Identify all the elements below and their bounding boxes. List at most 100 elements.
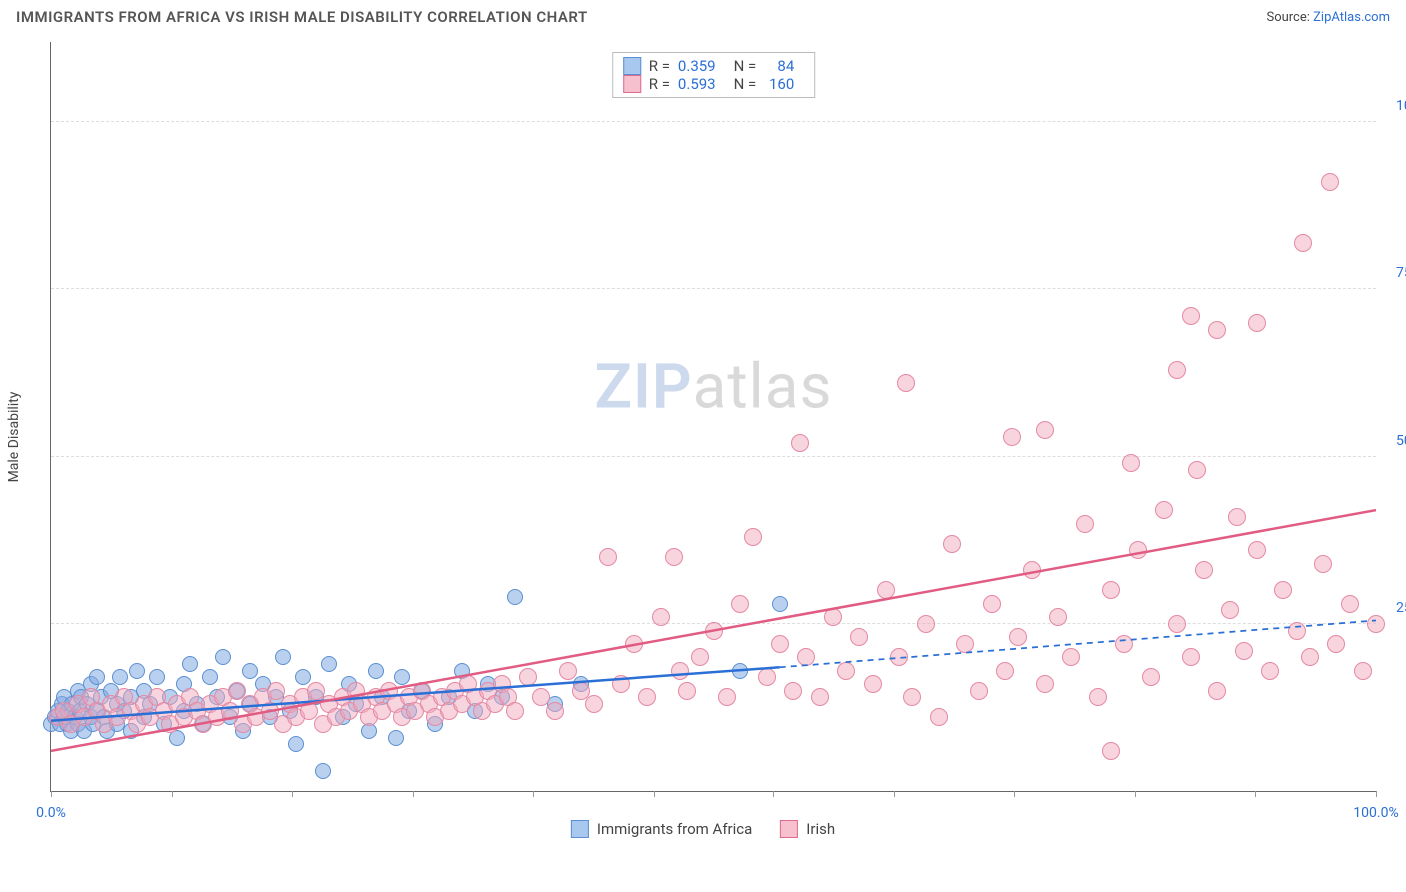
scatter-point-irish [652, 608, 670, 626]
scatter-point-irish [758, 668, 776, 686]
legend-swatch [623, 57, 641, 75]
scatter-point-irish [1188, 461, 1206, 479]
chart-container: Male Disability ZIPatlas R =0.359N =84R … [0, 32, 1406, 842]
plot-area: ZIPatlas R =0.359N =84R =0.593N =160 25.… [50, 42, 1376, 792]
scatter-point-irish [1261, 662, 1279, 680]
scatter-point-irish [638, 688, 656, 706]
trend-lines-layer [51, 42, 1376, 791]
scatter-point-africa [202, 669, 218, 685]
scatter-point-irish [1003, 428, 1021, 446]
x-tick-label: 100.0% [1353, 805, 1398, 821]
scatter-point-irish [612, 675, 630, 693]
scatter-point-irish [1049, 608, 1067, 626]
scatter-point-africa [772, 596, 788, 612]
scatter-point-irish [1182, 648, 1200, 666]
scatter-point-irish [678, 682, 696, 700]
scatter-point-irish [917, 615, 935, 633]
scatter-point-irish [811, 688, 829, 706]
scatter-point-irish [546, 702, 564, 720]
scatter-point-irish [1168, 615, 1186, 633]
scatter-point-irish [1142, 668, 1160, 686]
scatter-point-africa [507, 589, 523, 605]
scatter-point-irish [1341, 595, 1359, 613]
scatter-point-irish [943, 535, 961, 553]
scatter-point-africa [388, 730, 404, 746]
x-tick [51, 791, 52, 797]
scatter-point-irish [897, 374, 915, 392]
series-legend: Immigrants from Africa Irish [571, 820, 835, 838]
scatter-point-irish [1036, 675, 1054, 693]
scatter-point-irish [1009, 628, 1027, 646]
scatter-point-africa [321, 656, 337, 672]
scatter-point-irish [1155, 501, 1173, 519]
scatter-point-irish [996, 662, 1014, 680]
scatter-point-irish [1235, 642, 1253, 660]
scatter-point-irish [1321, 173, 1339, 191]
x-tick [1376, 791, 1377, 797]
x-tick [773, 791, 774, 797]
chart-title: IMMIGRANTS FROM AFRICA VS IRISH MALE DIS… [16, 8, 588, 26]
x-tick [172, 791, 173, 797]
scatter-point-irish [1182, 307, 1200, 325]
y-tick-label: 25.0% [1382, 600, 1406, 616]
scatter-point-irish [837, 662, 855, 680]
scatter-point-irish [691, 648, 709, 666]
scatter-point-irish [1122, 454, 1140, 472]
legend-r-value: 0.593 [678, 75, 716, 93]
scatter-point-irish [850, 628, 868, 646]
legend-r-value: 0.359 [678, 57, 716, 75]
gridline-h [51, 121, 1376, 122]
source-link[interactable]: ZipAtlas.com [1313, 10, 1390, 25]
scatter-point-irish [970, 682, 988, 700]
legend-r-label: R = [649, 75, 670, 93]
scatter-point-irish [559, 662, 577, 680]
scatter-point-africa [315, 763, 331, 779]
watermark: ZIPatlas [595, 350, 833, 423]
scatter-point-irish [506, 702, 524, 720]
scatter-point-irish [1314, 555, 1332, 573]
legend-n-label: N = [734, 75, 757, 93]
scatter-point-irish [791, 434, 809, 452]
scatter-point-irish [599, 548, 617, 566]
scatter-point-africa [275, 649, 291, 665]
legend-item: Irish [780, 820, 835, 838]
scatter-point-irish [1062, 648, 1080, 666]
scatter-point-irish [1115, 635, 1133, 653]
source-attr: Source: ZipAtlas.com [1266, 10, 1390, 25]
scatter-point-irish [864, 675, 882, 693]
scatter-point-irish [1076, 515, 1094, 533]
scatter-point-irish [1274, 581, 1292, 599]
scatter-point-irish [890, 648, 908, 666]
scatter-point-africa [394, 669, 410, 685]
scatter-point-africa [215, 649, 231, 665]
scatter-point-irish [1195, 561, 1213, 579]
scatter-point-irish [877, 581, 895, 599]
scatter-point-irish [1301, 648, 1319, 666]
scatter-point-irish [956, 635, 974, 653]
scatter-point-africa [295, 669, 311, 685]
legend-series-label: Immigrants from Africa [597, 820, 752, 838]
y-tick-label: 100.0% [1382, 98, 1406, 114]
x-tick [1014, 791, 1015, 797]
gridline-h [51, 288, 1376, 289]
legend-series-label: Irish [806, 820, 835, 838]
scatter-point-africa [368, 663, 384, 679]
scatter-point-irish [983, 595, 1001, 613]
scatter-point-irish [1288, 622, 1306, 640]
x-tick [413, 791, 414, 797]
scatter-point-irish [1102, 581, 1120, 599]
legend-n-label: N = [734, 57, 757, 75]
scatter-point-irish [665, 548, 683, 566]
scatter-point-africa [732, 663, 748, 679]
scatter-point-irish [731, 595, 749, 613]
scatter-point-irish [744, 528, 762, 546]
scatter-point-irish [1221, 601, 1239, 619]
scatter-point-africa [112, 669, 128, 685]
scatter-point-irish [797, 648, 815, 666]
scatter-point-irish [1023, 561, 1041, 579]
legend-swatch [571, 820, 589, 838]
scatter-point-irish [1248, 314, 1266, 332]
y-tick-label: 75.0% [1382, 265, 1406, 281]
scatter-point-irish [1228, 508, 1246, 526]
scatter-point-irish [718, 688, 736, 706]
